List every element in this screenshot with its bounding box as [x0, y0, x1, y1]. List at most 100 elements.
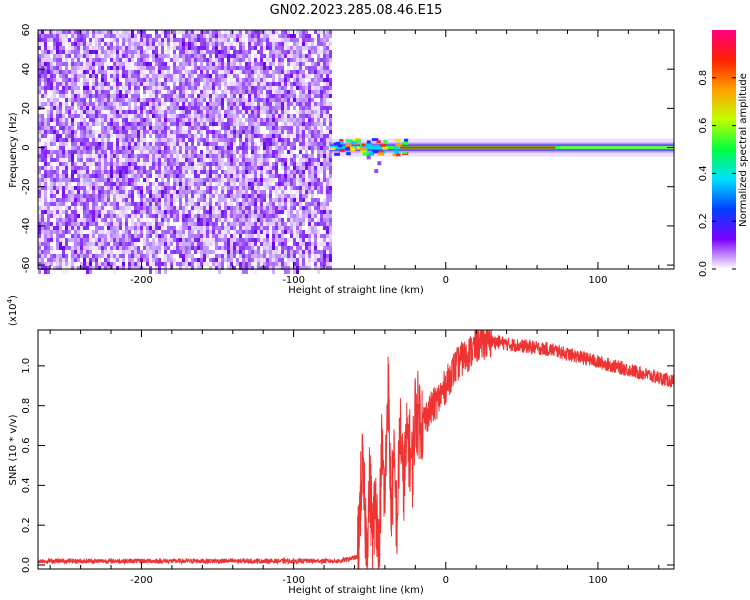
noise-cell [92, 150, 95, 154]
noise-cell [212, 50, 215, 54]
noise-cell [209, 66, 212, 70]
noise-cell [299, 114, 302, 118]
noise-cell [215, 70, 218, 74]
noise-cell [299, 170, 302, 174]
noise-cell [203, 106, 206, 110]
noise-cell [125, 186, 128, 194]
noise-cell [140, 54, 143, 58]
noise-cell [215, 190, 218, 194]
noise-cell [203, 66, 206, 70]
noise-cell [38, 86, 41, 90]
noise-cell [251, 150, 254, 154]
noise-cell [164, 38, 167, 42]
noise-cell [266, 194, 269, 198]
noise-cell [119, 214, 122, 218]
noise-cell [152, 250, 155, 254]
noise-cell [260, 78, 263, 82]
noise-cell [287, 98, 290, 102]
noise-cell [185, 194, 188, 198]
noise-cell [269, 30, 272, 34]
noise-cell [158, 198, 161, 202]
noise-cell [167, 170, 170, 174]
noise-cell [92, 106, 95, 110]
noise-cell [104, 174, 107, 178]
noise-cell [146, 174, 149, 178]
noise-cell [152, 130, 155, 134]
noise-cell [122, 74, 125, 78]
noise-cell [137, 38, 140, 42]
noise-cell [158, 190, 161, 194]
noise-cell [251, 62, 254, 66]
noise-cell [266, 250, 269, 254]
noise-cell [293, 266, 296, 274]
noise-cell [86, 158, 89, 162]
noise-cell [74, 154, 77, 158]
noise-cell [44, 34, 47, 38]
noise-cell [251, 254, 254, 258]
noise-cell [77, 38, 80, 42]
noise-cell [257, 162, 260, 166]
noise-cell [293, 38, 296, 42]
noise-cell [248, 74, 251, 78]
noise-cell [287, 162, 290, 166]
noise-cell [50, 174, 53, 178]
noise-cell [86, 206, 89, 210]
noise-cell [77, 166, 80, 170]
noise-cell [221, 38, 224, 42]
noise-cell [146, 170, 149, 174]
noise-cell [188, 138, 191, 142]
noise-cell [107, 146, 110, 150]
noise-cell [80, 226, 83, 230]
noise-cell [230, 206, 233, 214]
noise-cell [251, 214, 254, 218]
noise-cell [179, 58, 182, 62]
noise-cell [125, 222, 128, 226]
noise-cell [56, 98, 59, 102]
noise-cell [215, 94, 218, 98]
noise-cell [263, 234, 266, 238]
noise-cell [314, 262, 317, 266]
noise-cell [113, 226, 116, 230]
noise-cell [53, 66, 56, 70]
noise-cell [122, 186, 125, 190]
noise-cell [251, 266, 254, 270]
noise-cell [110, 86, 113, 90]
noise-cell [41, 166, 44, 170]
noise-cell [209, 122, 212, 126]
noise-cell [143, 102, 146, 106]
noise-cell [311, 62, 314, 66]
noise-cell [236, 90, 239, 94]
noise-cell [137, 122, 140, 126]
noise-cell [191, 218, 194, 222]
noise-cell [116, 66, 119, 70]
noise-cell [44, 50, 47, 54]
noise-cell [290, 254, 293, 258]
noise-cell [311, 50, 314, 54]
noise-cell [305, 202, 308, 206]
noise-cell [140, 150, 143, 154]
noise-cell [257, 30, 260, 38]
noise-cell [125, 182, 128, 186]
noise-cell [251, 170, 254, 174]
noise-cell [176, 70, 179, 74]
noise-cell [119, 58, 122, 62]
noise-cell [98, 50, 101, 54]
noise-cell [149, 210, 152, 214]
noise-cell [125, 38, 128, 42]
noise-cell [293, 218, 296, 222]
noise-cell [236, 174, 239, 178]
noise-cell [212, 238, 215, 246]
noise-cell [44, 238, 47, 242]
noise-cell [194, 182, 197, 186]
noise-cell [62, 130, 65, 134]
noise-cell [236, 102, 239, 106]
noise-cell [41, 190, 44, 194]
noise-cell [50, 98, 53, 102]
noise-cell [221, 54, 224, 58]
noise-cell [170, 130, 173, 134]
noise-cell [140, 110, 143, 114]
noise-cell [38, 102, 41, 106]
noise-cell [107, 178, 110, 182]
noise-cell [260, 118, 263, 122]
noise-cell [164, 226, 167, 230]
